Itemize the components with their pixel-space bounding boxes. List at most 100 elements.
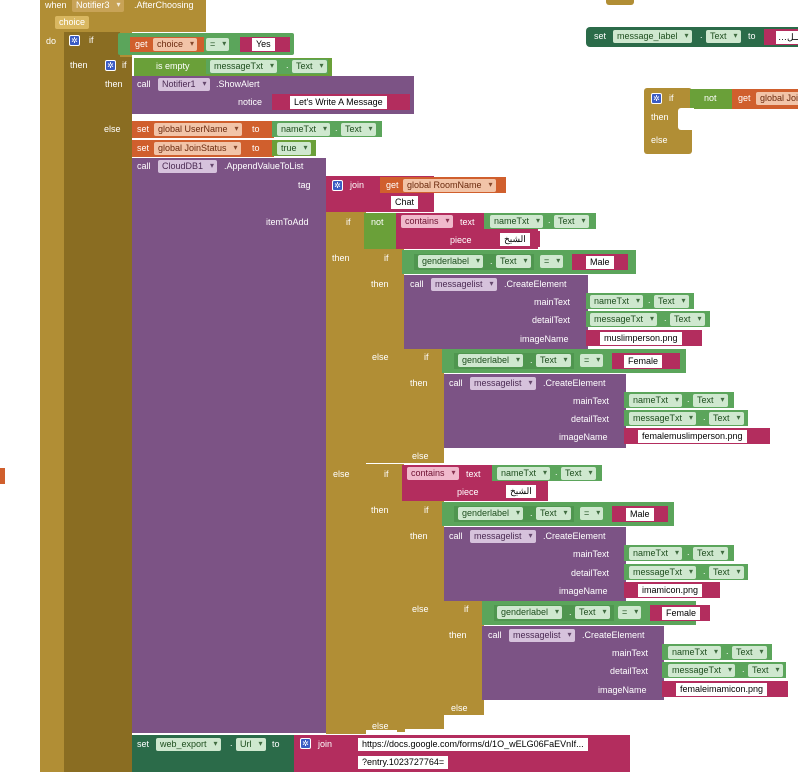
maintext-comp-4[interactable]: nameTxt — [668, 646, 722, 659]
detailtext-prop-1[interactable]: Text — [670, 313, 705, 326]
messagetxt-comp-dropdown-1[interactable]: messageTxt — [210, 60, 278, 73]
floating-get-var-dropdown[interactable]: global Joi — [756, 92, 798, 105]
genderlabel-dropdown-3[interactable]: genderlabel — [458, 507, 524, 520]
username-var-dropdown[interactable]: global UserName — [154, 123, 242, 136]
message-label-string[interactable]: …ـــل — [776, 31, 798, 44]
if-keyword: if — [89, 35, 94, 45]
text-prop-dropdown-2[interactable]: Text — [341, 123, 376, 136]
join-keyword-1: join — [350, 180, 365, 190]
eq-operator-2[interactable]: = — [540, 255, 564, 268]
text-prop-dropdown-4[interactable]: Text — [561, 467, 596, 480]
detailtext-param-3: detailText — [571, 568, 610, 578]
messagelist-dropdown-1[interactable]: messagelist — [431, 278, 497, 291]
empty-if-mutator-gear-icon[interactable]: ✲ — [105, 60, 116, 71]
nametxt-comp-dropdown-1[interactable]: nameTxt — [277, 123, 331, 136]
messagelist-dropdown-2[interactable]: messagelist — [470, 377, 536, 390]
event-name-label: .AfterChoosing — [134, 0, 194, 10]
eq-operator-4[interactable]: = — [580, 507, 604, 520]
gender-text-prop-4[interactable]: Text — [575, 606, 610, 619]
gender-if-block-3[interactable] — [364, 464, 404, 730]
entry-string[interactable]: ?entry.1023727764= — [358, 756, 449, 769]
maintext-prop-2[interactable]: Text — [693, 394, 728, 407]
gender-if-block-1[interactable] — [364, 249, 404, 463]
detailtext-param-2: detailText — [571, 414, 610, 424]
gender-if-block-5[interactable] — [444, 601, 484, 715]
eq-operator-dropdown[interactable]: = — [206, 38, 230, 51]
text-prop-dropdown-3[interactable]: Text — [554, 215, 589, 228]
url-string[interactable]: https://docs.google.com/forms/d/1O_wELG0… — [358, 738, 588, 751]
alert-message-string[interactable]: Let's Write A Message — [290, 96, 387, 109]
maintext-prop-4[interactable]: Text — [732, 646, 767, 659]
not-keyword-2: not — [704, 93, 717, 103]
maintext-prop-1[interactable]: Text — [654, 295, 689, 308]
image-string-2[interactable]: femalemuslimperson.png — [638, 430, 747, 443]
gender-if-block-4[interactable] — [404, 501, 444, 729]
detailtext-comp-3[interactable]: messageTxt — [629, 566, 697, 579]
call-keyword-5: call — [449, 531, 463, 541]
genderlabel-dropdown-4[interactable]: genderlabel — [497, 606, 563, 619]
image-string-4[interactable]: femaleimamicon.png — [676, 683, 768, 696]
roomname-var-dropdown[interactable]: global RoomName — [403, 179, 496, 192]
female-string-2[interactable]: Female — [662, 607, 701, 620]
floating-not-block[interactable] — [690, 89, 734, 109]
clouddb-dropdown[interactable]: CloudDB1 — [158, 160, 218, 173]
eq-operator-5[interactable]: = — [618, 606, 642, 619]
web-export-dropdown[interactable]: web_export — [156, 738, 221, 751]
maintext-comp-1[interactable]: nameTxt — [590, 295, 644, 308]
piece-string-2[interactable]: الشيخ — [506, 485, 536, 498]
contains-mode-dropdown-2[interactable]: contains — [407, 467, 459, 480]
message-label-dropdown[interactable]: message_label — [613, 30, 692, 43]
dot-5: . — [648, 295, 651, 305]
male-string-1[interactable]: Male — [586, 256, 614, 269]
param-choice-chip[interactable]: choice — [55, 16, 90, 29]
genderlabel-dropdown-1[interactable]: genderlabel — [418, 255, 484, 268]
notifier1-dropdown[interactable]: Notifier1 — [158, 78, 210, 91]
item-if-block[interactable] — [326, 212, 366, 734]
messagelist-dropdown-4[interactable]: messagelist — [509, 629, 575, 642]
nametxt-comp-dropdown-2[interactable]: nameTxt — [490, 215, 544, 228]
female-string-1[interactable]: Female — [624, 355, 663, 368]
image-string-3[interactable]: imamicon.png — [638, 584, 703, 597]
dot-1: . — [286, 60, 289, 70]
detailtext-comp-4[interactable]: messageTxt — [668, 664, 736, 677]
eq-operator-3[interactable]: = — [580, 354, 604, 367]
empty-if-block[interactable] — [100, 57, 132, 772]
detailtext-prop-3[interactable]: Text — [709, 566, 744, 579]
append-value-block[interactable] — [132, 158, 326, 733]
join-url-mutator-gear-icon[interactable]: ✲ — [300, 738, 311, 749]
gender-text-prop-2[interactable]: Text — [536, 354, 571, 367]
gender-text-prop-1[interactable]: Text — [496, 255, 531, 268]
floating-if-gear-icon[interactable]: ✲ — [651, 93, 662, 104]
maintext-prop-3[interactable]: Text — [693, 547, 728, 560]
detailtext-comp-2[interactable]: messageTxt — [629, 412, 697, 425]
detailtext-prop-4[interactable]: Text — [748, 664, 783, 677]
genderlabel-dropdown-2[interactable]: genderlabel — [458, 354, 524, 367]
not-block[interactable] — [364, 213, 398, 249]
yes-string[interactable]: Yes — [252, 38, 275, 51]
maintext-comp-2[interactable]: nameTxt — [629, 394, 683, 407]
true-dropdown[interactable]: true — [277, 142, 311, 155]
maintext-comp-3[interactable]: nameTxt — [629, 547, 683, 560]
image-string-1[interactable]: muslimperson.png — [600, 332, 682, 345]
set-keyword-1: set — [137, 124, 150, 134]
message-label-prop-dropdown[interactable]: Text — [706, 30, 741, 43]
detailtext-prop-2[interactable]: Text — [709, 412, 744, 425]
get-choice-dropdown[interactable]: choice — [153, 38, 198, 51]
gender-if-block-2[interactable] — [404, 349, 444, 463]
detailtext-comp-1[interactable]: messageTxt — [590, 313, 658, 326]
join-mutator-gear-icon[interactable]: ✲ — [332, 180, 343, 191]
chat-string[interactable]: Chat — [391, 196, 419, 209]
nametxt-comp-dropdown-3[interactable]: nameTxt — [497, 467, 551, 480]
joinstatus-var-dropdown[interactable]: global JoinStatus — [154, 142, 241, 155]
url-prop-dropdown[interactable]: Url — [236, 738, 266, 751]
piece-string-1[interactable]: الشيخ — [500, 233, 530, 246]
male-string-2[interactable]: Male — [626, 508, 654, 521]
text-param-1: text — [460, 217, 475, 227]
messagelist-dropdown-3[interactable]: messagelist — [470, 530, 536, 543]
gender-text-prop-3[interactable]: Text — [536, 507, 571, 520]
if-mutator-gear-icon[interactable]: ✲ — [69, 35, 80, 46]
text-prop-dropdown-1[interactable]: Text — [292, 60, 327, 73]
event-component-dropdown[interactable]: Notifier3 — [72, 0, 124, 12]
contains-mode-dropdown-1[interactable]: contains — [401, 215, 453, 228]
join-keyword-2: join — [318, 739, 333, 749]
